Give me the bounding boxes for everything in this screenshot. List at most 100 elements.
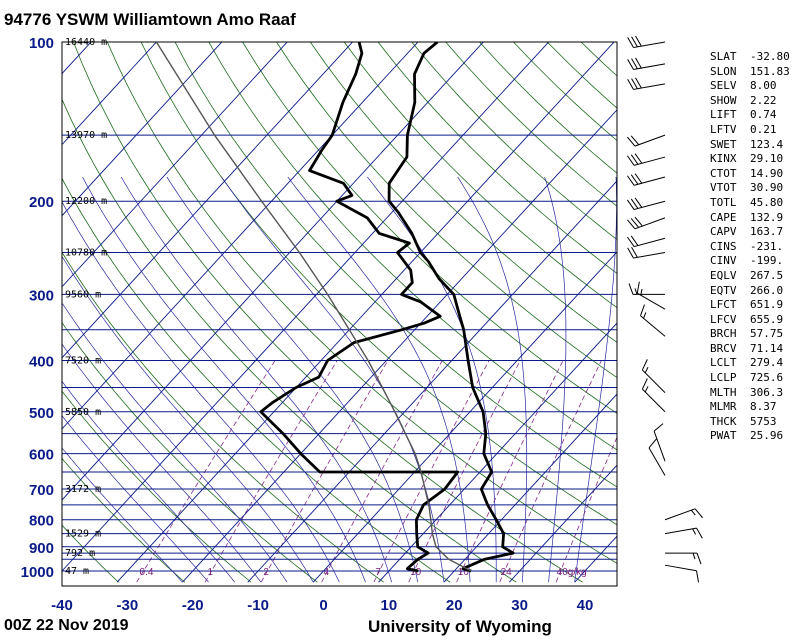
height-label: 3172 m [65, 484, 101, 495]
isotherm-line [62, 42, 158, 146]
dry-adiabat-line [343, 42, 617, 309]
wind-barb [627, 216, 666, 230]
dry-adiabat-line [377, 42, 617, 274]
isotherm-line [0, 30, 37, 582]
index-value: 132.9 [750, 210, 784, 224]
pressure-tick-label: 900 [29, 540, 54, 557]
index-value: 163.7 [750, 225, 784, 239]
index-row: CAPV 163.7 [710, 225, 790, 240]
index-name: SLAT [710, 50, 737, 63]
index-row: SLON 151.83 [710, 65, 790, 80]
height-label: 16440 m [65, 37, 107, 48]
index-value: 57.75 [750, 327, 784, 341]
isotherm-line [182, 109, 617, 583]
index-row: TOTL 45.80 [710, 196, 790, 211]
pressure-tick-label: 800 [29, 513, 54, 530]
dry-adiabat-line [106, 42, 617, 564]
temperature-tick-label: -40 [51, 597, 73, 614]
height-label: 7520 m [65, 355, 101, 366]
index-value: 8.37 [750, 400, 777, 414]
index-row: BRCH 57.75 [710, 327, 790, 342]
index-value: 651.9 [750, 298, 784, 312]
index-value: 266.0 [750, 283, 784, 297]
wind-barb [627, 77, 666, 90]
pressure-tick-label: 100 [29, 35, 54, 52]
height-label: 12200 m [65, 196, 107, 207]
index-value: 0.21 [750, 122, 777, 136]
index-name: KINX [710, 152, 737, 166]
index-name: CAPE [710, 210, 737, 224]
temperature-tick-label: 10 [381, 597, 398, 614]
dry-adiabat-line [62, 390, 252, 583]
moist-adiabat-line [367, 176, 497, 583]
mixing-ratio-label: 1 [208, 567, 214, 578]
pressure-tick-label: 300 [29, 287, 54, 304]
dry-adiabat-line [140, 42, 617, 526]
index-row: SHOW 2.22 [710, 94, 790, 109]
index-value: 655.9 [750, 312, 784, 326]
wind-barb [641, 359, 666, 393]
index-name: SWET [710, 137, 737, 151]
height-label: 13970 m [65, 130, 107, 141]
isotherm-line [508, 464, 617, 583]
moist-adiabat-line [62, 255, 314, 583]
index-name: LFCT [710, 298, 737, 312]
wind-barb [628, 283, 665, 295]
index-name: BRCH [710, 327, 737, 341]
temperature-tick-label: 20 [446, 597, 463, 614]
index-row: SELV 8.00 [710, 79, 790, 94]
wind-barb [627, 246, 666, 259]
temperature-tick-label: 40 [577, 597, 594, 614]
index-name: BRCV [710, 341, 737, 355]
wind-barb [627, 35, 666, 49]
isotherm-line [62, 42, 92, 75]
index-value: -199. [750, 254, 784, 268]
index-row: PWAT 25.96 [710, 429, 790, 444]
index-row: LCLT 279.4 [710, 356, 790, 371]
mixing-ratio-line [373, 360, 490, 583]
isotherm-line [62, 42, 288, 288]
wind-barb [626, 173, 666, 186]
index-row: CTOT 14.90 [710, 167, 790, 182]
mixing-ratio-line [456, 360, 564, 583]
index-name: PWAT [710, 429, 737, 443]
sounding-traces [155, 42, 515, 573]
pressure-tick-label: 1000 [21, 564, 54, 581]
height-label: 792 m [65, 548, 95, 559]
index-value: -231. [750, 239, 784, 253]
index-name: CTOT [710, 166, 737, 180]
parcel-trace [155, 42, 472, 572]
index-row: LFCV 655.9 [710, 313, 790, 328]
mixing-ratio-label: 4 [324, 567, 330, 578]
index-row: LFTV 0.21 [710, 123, 790, 138]
index-row: EQTV 266.0 [710, 284, 790, 299]
index-value: 0.74 [750, 108, 777, 122]
mixing-ratio-line [499, 360, 602, 583]
mixing-ratio-label: 2 [263, 567, 269, 578]
index-name: MLMR [710, 400, 737, 414]
moist-adiabat-line [544, 176, 567, 583]
isotherm-line [62, 42, 419, 430]
index-name: TOTL [710, 195, 737, 209]
dry-adiabat-line [309, 42, 617, 343]
index-value: 5753 [750, 414, 777, 428]
index-row: VTOT 30.90 [710, 181, 790, 196]
index-row: CAPE 132.9 [710, 211, 790, 226]
wind-barb [640, 304, 666, 337]
wind-barb [626, 197, 666, 211]
wind-barb-column [626, 35, 703, 583]
index-value: 306.3 [750, 385, 784, 399]
mixing-ratio-line [260, 360, 389, 583]
isotherm-line [443, 393, 617, 583]
moist-adiabat-line [62, 201, 340, 583]
dry-adiabat-line [62, 524, 119, 583]
mixing-ratio-label: 16 [458, 567, 470, 578]
index-value: 279.4 [750, 356, 784, 370]
index-row: SWET 123.4 [710, 138, 790, 153]
index-name: SHOW [710, 93, 737, 107]
height-label: 47 m [65, 566, 89, 577]
wind-barb [641, 378, 666, 413]
mixing-ratio-label: 10 [410, 567, 422, 578]
index-name: SLON [710, 64, 737, 78]
